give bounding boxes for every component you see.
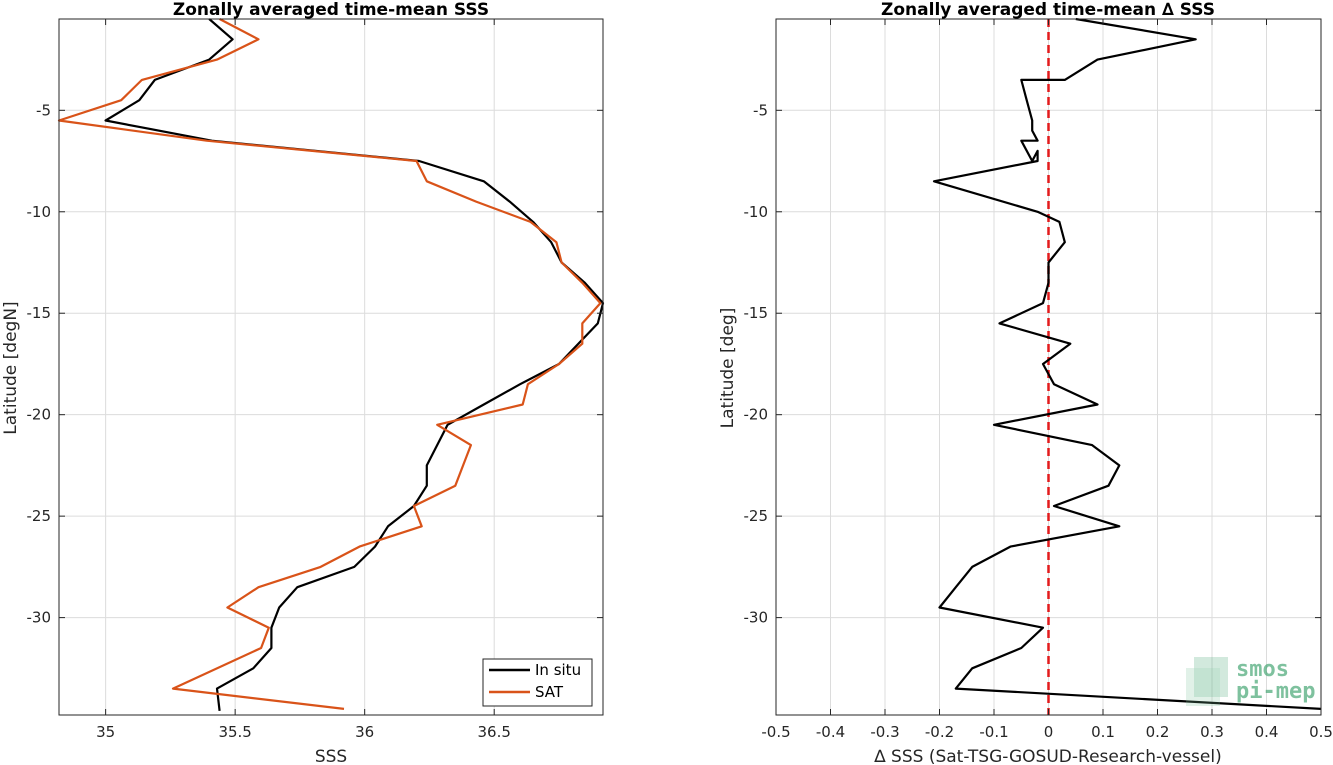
y-tick-label: -30 <box>27 609 52 627</box>
axes-box <box>58 18 604 716</box>
x-tick-label: 36.5 <box>477 723 510 741</box>
series-line-0 <box>932 17 1322 710</box>
y-tick-label: -25 <box>27 507 52 525</box>
ticks: -0.5 -0.4 -0.3 -0.2 -0.1 0 0.1 0.2 0.3 0.4 0.5 -5 -1… <box>744 19 1333 741</box>
legend-label-in-situ: In situ <box>535 661 581 679</box>
x-tick-label: 36 <box>355 723 374 741</box>
series-line-sat <box>57 18 602 710</box>
x-tick-label: 0.4 <box>1255 723 1279 741</box>
x-tick-label: 35.5 <box>218 723 251 741</box>
x-tick-label: -0.3 <box>870 723 899 741</box>
grid <box>59 19 603 715</box>
y-tick-label: -10 <box>744 203 769 221</box>
legend: In situ SAT <box>482 658 593 707</box>
delta-sss-panel: -0.5 -0.4 -0.3 -0.2 -0.1 0 0.1 0.2 0.3 0.4 0.5 -5 -1… <box>718 0 1333 765</box>
y-axis-label: Latitude [deg] <box>718 308 738 429</box>
chart-title: Zonally averaged time-mean SSS <box>173 0 489 20</box>
x-tick-label: 0.3 <box>1200 723 1224 741</box>
y-tick-label: -20 <box>744 406 769 424</box>
logo-text-pi-mep: pi-mep <box>1236 679 1315 704</box>
ticks: 35 35.5 36 36.5 -5 -10 -15 -20 -25 -30 <box>27 19 603 741</box>
logo-text-smos: smos <box>1236 657 1289 682</box>
x-tick-label: -0.5 <box>761 723 790 741</box>
logo-mark <box>1194 657 1228 697</box>
series-group <box>932 17 1322 715</box>
x-tick-label: 0.2 <box>1146 723 1170 741</box>
series-group <box>57 18 605 712</box>
y-tick-label: -10 <box>27 203 52 221</box>
x-tick-label: 0.5 <box>1309 723 1333 741</box>
chart-title: Zonally averaged time-mean ∆ SSS <box>881 0 1215 20</box>
logo-mark <box>1186 668 1220 706</box>
x-tick-label: 0.1 <box>1091 723 1115 741</box>
y-tick-label: -15 <box>744 304 769 322</box>
sss-panel: 35 35.5 36 36.5 -5 -10 -15 -20 -25 -30 Zonally av… <box>1 0 605 765</box>
legend-box <box>482 658 593 707</box>
x-tick-label: -0.1 <box>979 723 1008 741</box>
x-axis-label: SSS <box>315 747 347 765</box>
y-tick-label: -25 <box>744 507 769 525</box>
y-tick-label: -15 <box>27 304 52 322</box>
y-tick-label: -5 <box>753 101 768 119</box>
plot-area <box>59 19 603 715</box>
x-tick-label: 35 <box>96 723 115 741</box>
y-tick-label: -20 <box>27 406 52 424</box>
y-tick-label: -30 <box>744 609 769 627</box>
x-tick-label: -0.2 <box>925 723 954 741</box>
y-tick-label: -5 <box>36 101 51 119</box>
legend-label-sat: SAT <box>535 683 564 701</box>
x-tick-label: -0.4 <box>816 723 845 741</box>
x-axis-label: ∆ SSS (Sat-TSG-GOSUD-Research-vessel) <box>873 747 1221 765</box>
x-tick-label: 0 <box>1044 723 1054 741</box>
y-axis-label: Latitude [degN] <box>1 301 21 434</box>
smos-pi-mep-logo: smos pi-mep <box>1186 657 1315 706</box>
